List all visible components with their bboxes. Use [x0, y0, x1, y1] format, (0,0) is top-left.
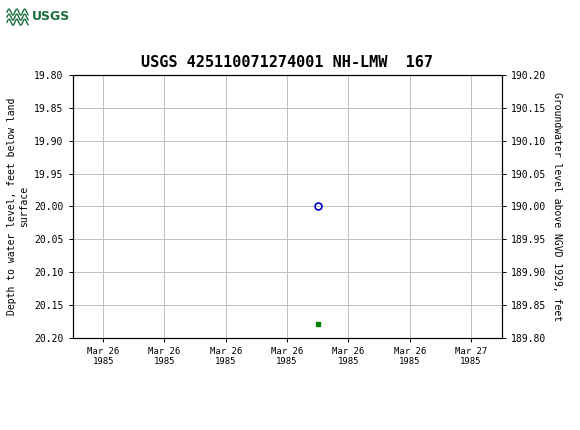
Y-axis label: Depth to water level, feet below land
surface: Depth to water level, feet below land su… — [7, 98, 28, 315]
Title: USGS 425110071274001 NH-LMW  167: USGS 425110071274001 NH-LMW 167 — [141, 55, 433, 70]
Bar — [5, 4, 77, 28]
Text: USGS: USGS — [32, 9, 70, 23]
Y-axis label: Groundwater level above NGVD 1929, feet: Groundwater level above NGVD 1929, feet — [552, 92, 561, 321]
